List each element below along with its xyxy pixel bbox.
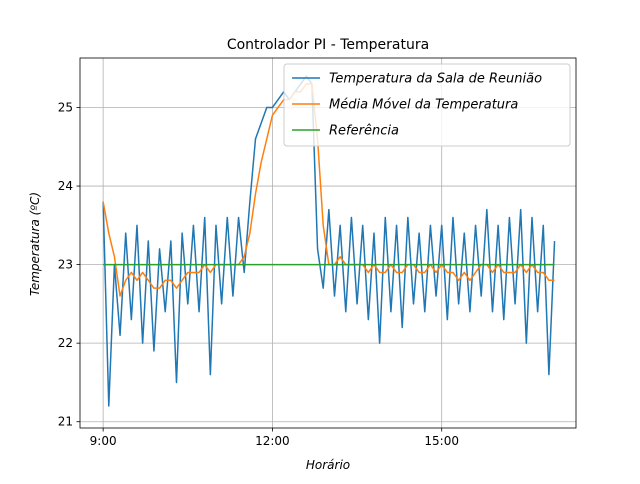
x-tick-label: 9:00 <box>90 434 117 448</box>
plot-frame <box>79 57 577 429</box>
x-tick-label: 15:00 <box>424 434 459 448</box>
legend-box <box>283 63 571 147</box>
plot-lines <box>102 75 556 407</box>
legend: Temperatura da Sala de Reunião Média Móve… <box>283 63 571 147</box>
ticks: 21 22 23 24 25 9:00 12:00 15:00 <box>58 100 459 448</box>
series-line <box>102 75 556 407</box>
chart-title: Controlador PI - Temperatura <box>227 37 429 53</box>
legend-label: Média Móvel da Temperatura <box>329 98 518 113</box>
y-tick-label: 21 <box>58 415 73 429</box>
legend-label: Temperatura da Sala de Reunião <box>329 72 542 87</box>
y-tick-label: 25 <box>58 100 73 114</box>
legend-label: Referência <box>329 124 399 139</box>
x-axis-label: Horário <box>306 458 350 472</box>
x-tick-label: 12:00 <box>255 434 290 448</box>
y-axis-label: Temperatura (ºC) <box>28 192 42 296</box>
y-tick-label: 23 <box>58 258 73 272</box>
y-tick-label: 22 <box>58 336 73 350</box>
y-tick-label: 24 <box>58 179 73 193</box>
